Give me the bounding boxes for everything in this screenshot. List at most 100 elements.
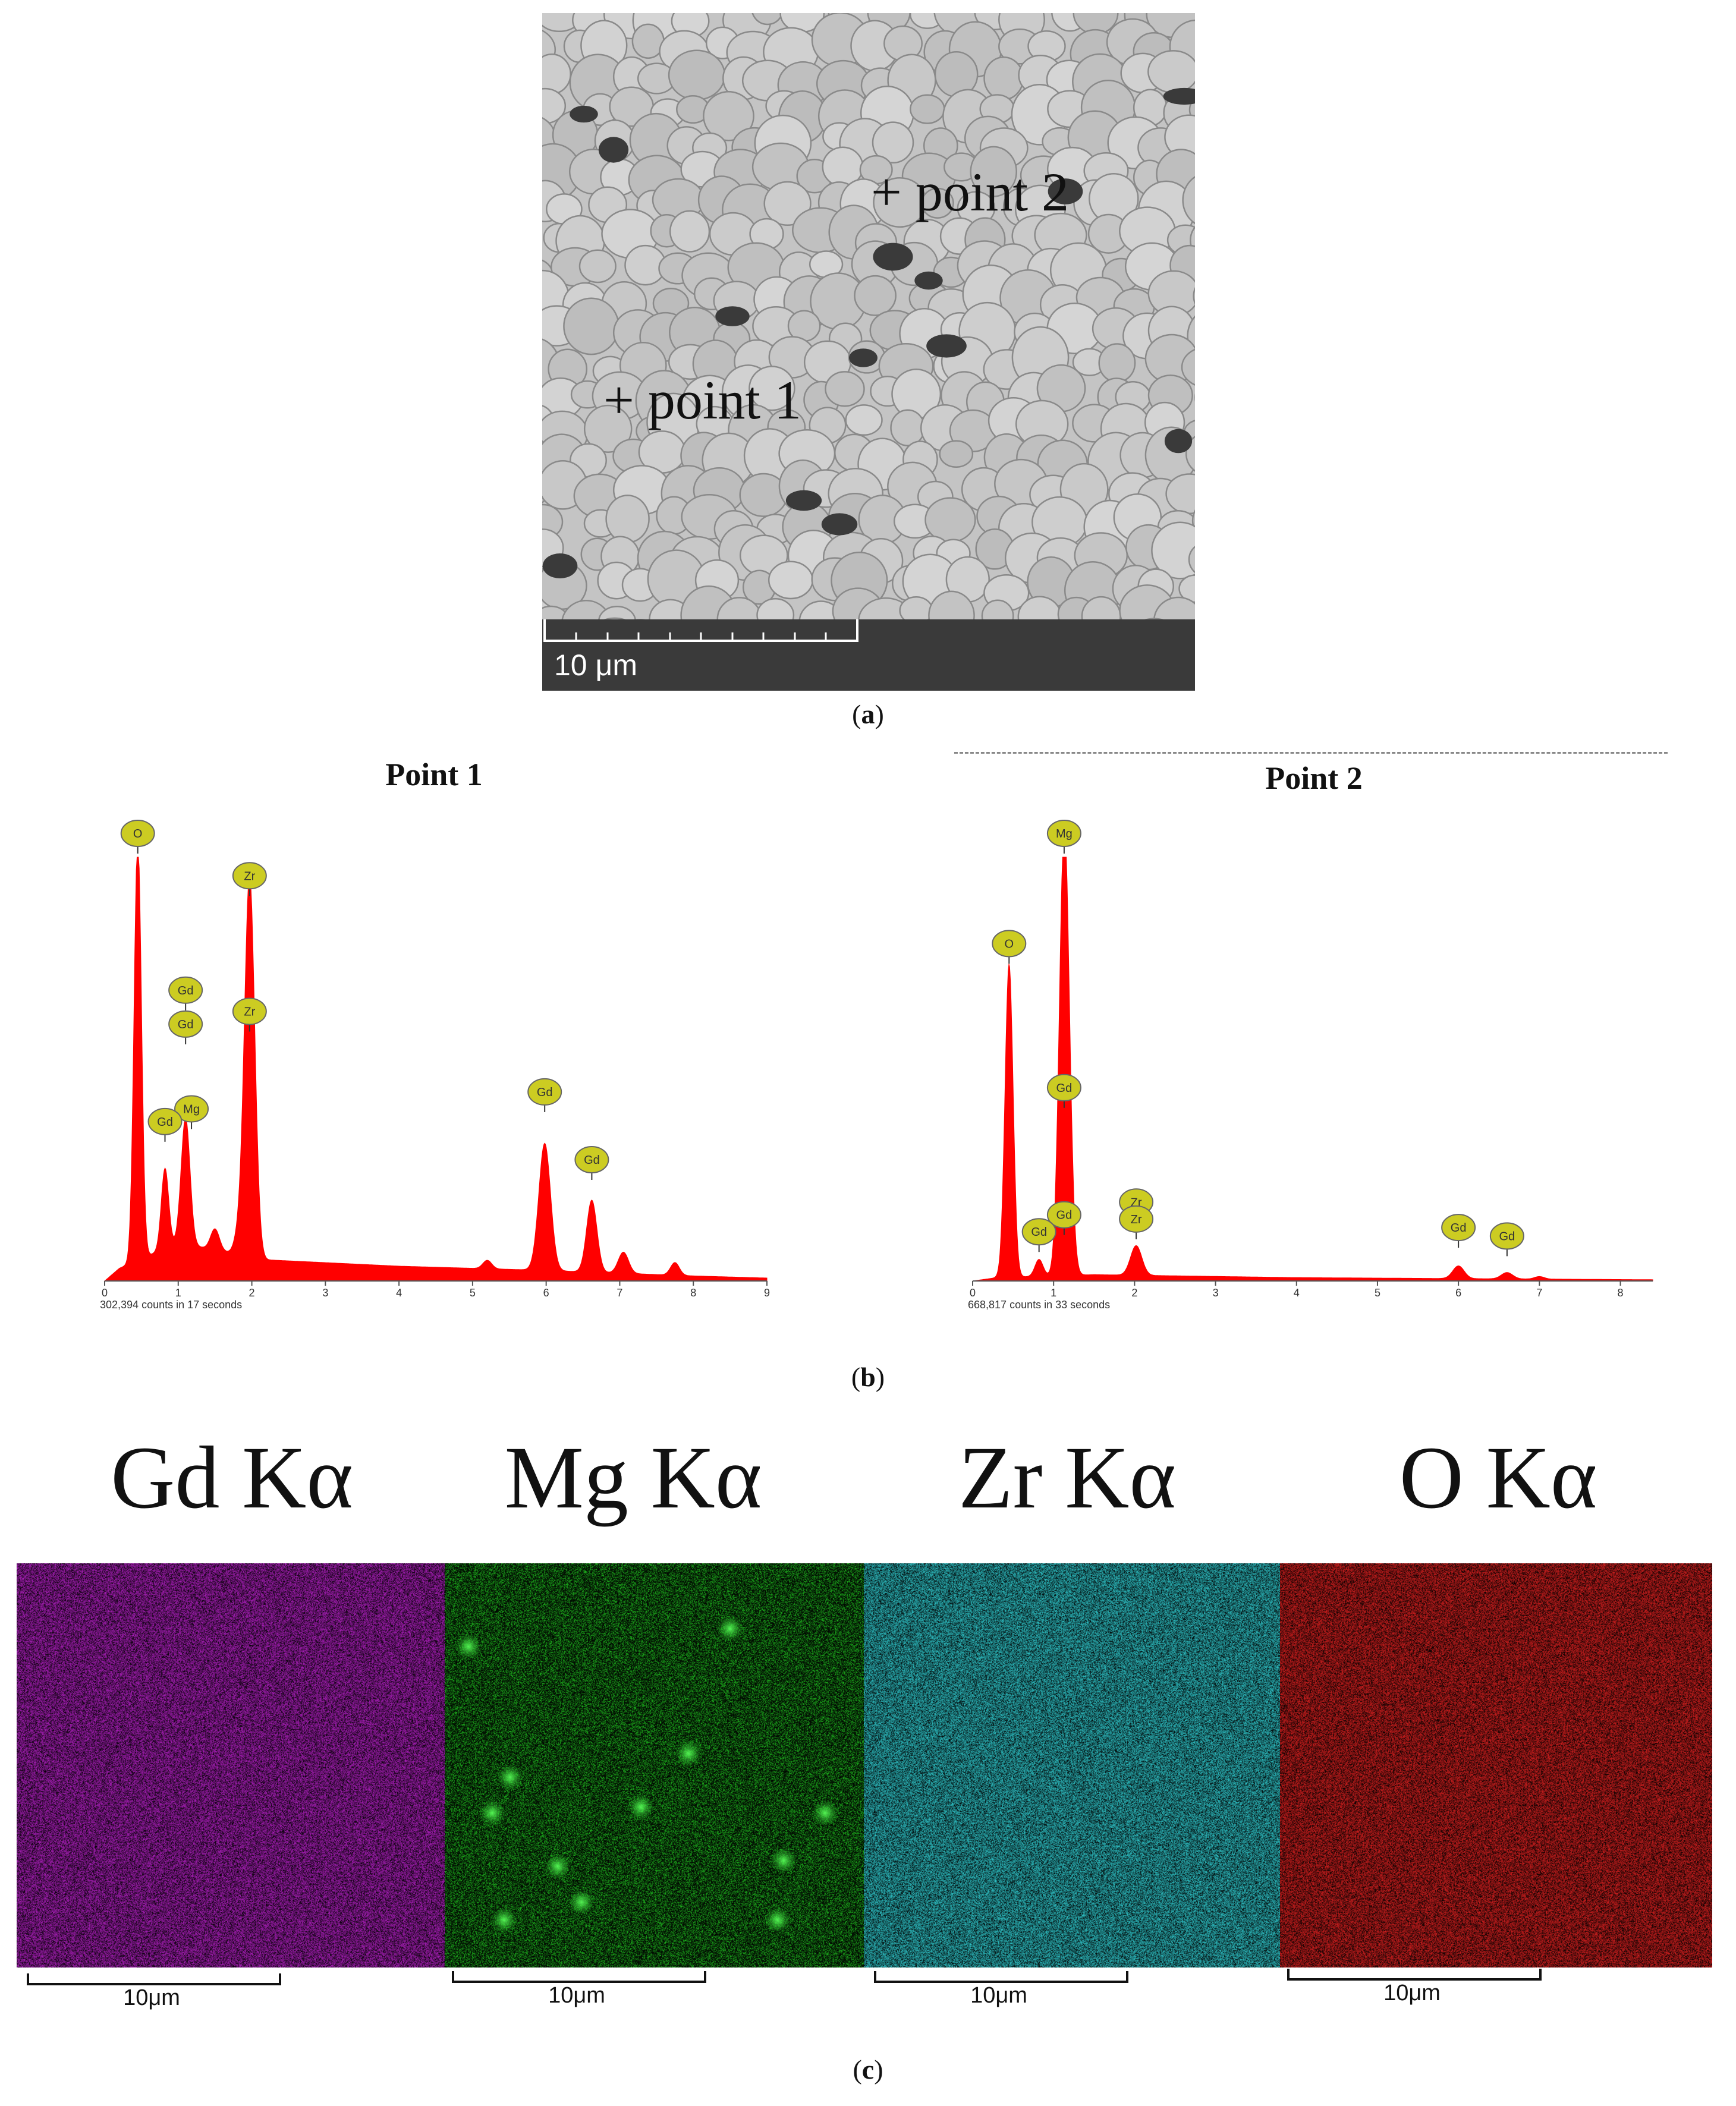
map-scale-label-gd: 10μm xyxy=(123,1985,180,2010)
x-tick-label: 4 xyxy=(1294,1287,1300,1299)
x-tick-label: 3 xyxy=(1213,1287,1219,1299)
map-scale-label-mg: 10μm xyxy=(548,1983,605,2008)
x-tick-label: 7 xyxy=(1536,1287,1542,1299)
peak-label-text: Gd xyxy=(178,1018,194,1031)
peak-label-text: Gd xyxy=(537,1086,553,1099)
map-title-zr: Zr Kα xyxy=(958,1428,1176,1527)
grain xyxy=(854,275,897,316)
grain xyxy=(768,561,814,600)
chart-footer: 302,394 counts in 17 seconds xyxy=(100,1299,242,1311)
dark-mgo-grain xyxy=(1163,87,1206,105)
grain xyxy=(825,371,865,407)
peak-label-badge xyxy=(1119,1205,1154,1233)
grain xyxy=(605,495,650,543)
peak-label-badge xyxy=(1489,1222,1524,1250)
caption-c: (c) xyxy=(853,2054,883,2085)
grain xyxy=(872,121,914,164)
map-scale-label-zr: 10μm xyxy=(970,1983,1027,2008)
dark-mgo-grain xyxy=(821,513,858,536)
chart-title-point-1: Point 1 xyxy=(385,757,483,792)
peak-label-badge xyxy=(574,1146,609,1174)
peak-label-text: Zr xyxy=(244,870,255,883)
grain xyxy=(703,91,754,141)
dark-mgo-grain xyxy=(1164,429,1193,454)
caption-a: (a) xyxy=(852,699,884,729)
chart-title-point-2: Point 2 xyxy=(1265,760,1363,796)
grain xyxy=(910,94,945,124)
peak-label-text: Gd xyxy=(1451,1222,1467,1235)
grain xyxy=(1147,50,1199,94)
map-scale-bar-mg xyxy=(452,1971,706,1983)
sem-grain-image xyxy=(482,0,1272,686)
peak-label-badge xyxy=(232,997,267,1025)
dark-mgo-grain xyxy=(849,348,878,367)
peak-label-text: Mg xyxy=(1056,827,1073,840)
grain xyxy=(921,187,954,219)
dark-mgo-grain xyxy=(1048,178,1083,204)
peak-label-text: Gd xyxy=(1056,1082,1073,1095)
peak-label-badge xyxy=(168,976,203,1004)
sem-scale-label: 10 μm xyxy=(554,649,637,682)
sem-scale-bar: 10 μm xyxy=(542,619,1195,691)
peak-label-text: Gd xyxy=(1056,1209,1073,1222)
peak-label-text: Gd xyxy=(157,1116,173,1129)
x-tick-label: 2 xyxy=(1131,1287,1137,1299)
peak-label-badge xyxy=(527,1078,562,1106)
dark-mgo-grain xyxy=(598,137,629,163)
peak-label-badge xyxy=(147,1107,183,1135)
x-tick-label: 2 xyxy=(249,1287,255,1299)
map-title-gd: Gd Kα xyxy=(111,1428,353,1527)
caption-b: (b) xyxy=(851,1362,885,1392)
peak-label-text: Mg xyxy=(183,1103,200,1116)
x-tick-label: 8 xyxy=(690,1287,696,1299)
peak-label-badge xyxy=(1046,1201,1081,1229)
grain xyxy=(845,404,883,436)
grain xyxy=(578,249,617,284)
grain xyxy=(983,56,1024,100)
sem-scale-ruler xyxy=(543,619,858,642)
eds-spectrum-point-1: 0 1 2 3 4 5 6 7 8 9 302,394 counts in 17 seconds O Z… xyxy=(100,820,770,1311)
grain xyxy=(668,49,726,101)
peak-label-text: O xyxy=(1005,937,1014,950)
grain xyxy=(583,404,633,453)
grain xyxy=(749,366,795,411)
dark-mgo-grain xyxy=(873,243,913,271)
x-tick-label: 1 xyxy=(175,1287,181,1299)
point-1-label: + point 1 xyxy=(603,370,802,430)
peak-label-badge xyxy=(168,1010,203,1038)
map-scale-label-o: 10μm xyxy=(1383,1981,1441,2006)
x-tick-label: 9 xyxy=(764,1287,770,1299)
x-tick-label: 4 xyxy=(396,1287,402,1299)
map-title-mg: Mg Kα xyxy=(504,1428,762,1527)
grain xyxy=(1098,343,1136,383)
peak-label-badge xyxy=(1046,1074,1081,1101)
peak-label-text: Gd xyxy=(1031,1226,1047,1239)
x-tick-label: 5 xyxy=(1375,1287,1380,1299)
x-tick-label: 0 xyxy=(970,1287,976,1299)
x-tick-label: 0 xyxy=(102,1287,108,1299)
elemental-map-zr xyxy=(864,1563,1280,1968)
grain xyxy=(763,181,812,226)
chart-footer: 668,817 counts in 33 seconds xyxy=(968,1299,1110,1311)
peak-label-text: Gd xyxy=(1499,1230,1515,1243)
peak-label-badge xyxy=(1021,1218,1056,1246)
peak-label-text: Zr xyxy=(244,1005,255,1018)
dark-mgo-grain xyxy=(715,306,750,326)
grain xyxy=(890,409,926,446)
peak-label-badge xyxy=(120,820,155,847)
map-title-o: O Kα xyxy=(1399,1428,1597,1527)
grain xyxy=(939,440,974,468)
x-tick-label: 3 xyxy=(322,1287,328,1299)
peak-label-text: Gd xyxy=(584,1154,600,1167)
x-tick-label: 5 xyxy=(470,1287,476,1299)
map-scale-bar-zr xyxy=(874,1971,1128,1983)
peak-label-text: O xyxy=(133,827,143,840)
map-scale-bar-o xyxy=(1287,1969,1542,1981)
x-tick-label: 6 xyxy=(543,1287,549,1299)
x-tick-label: 8 xyxy=(1618,1287,1624,1299)
grain xyxy=(924,497,976,543)
peak-label-text: Zr xyxy=(1131,1213,1142,1226)
dark-mgo-grain xyxy=(570,105,598,123)
peak-label-badge xyxy=(1441,1214,1476,1242)
peak-label-badge xyxy=(232,862,267,890)
